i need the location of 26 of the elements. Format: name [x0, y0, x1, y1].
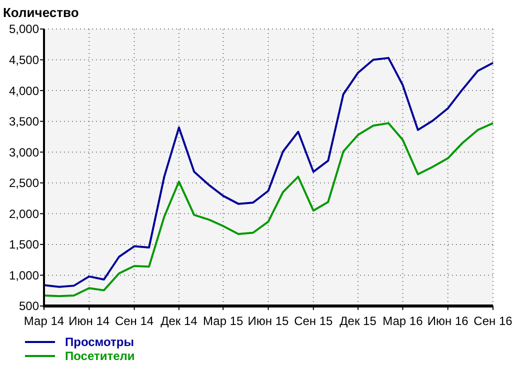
x-tick-label: Сен 16 [474, 314, 513, 328]
x-tick-label: Июн 16 [427, 314, 469, 328]
y-tick-label: 1,500 [8, 238, 40, 252]
line-series [43, 122, 494, 298]
y-tick-label: 4,000 [8, 84, 40, 98]
x-tick-label: Сен 15 [294, 314, 334, 328]
x-tick-label: Дек 14 [160, 314, 198, 328]
x-tick-label: Сен 14 [114, 314, 154, 328]
y-tick-label: 4,500 [8, 52, 40, 67]
legend-label: Просмотры [65, 335, 134, 350]
x-tick-label: Июн 15 [248, 314, 290, 328]
x-tick-label: Мар 14 [24, 314, 64, 328]
y-tick-label: 3,000 [8, 145, 40, 160]
x-tick-label: Мар 16 [382, 314, 424, 328]
y-tick-label: 5,000 [8, 22, 40, 36]
y-tick-label: 2,500 [8, 176, 40, 190]
chart-title: Количество [3, 5, 79, 20]
y-tick-label: 500 [18, 299, 40, 314]
line-series [43, 56, 494, 288]
legend-label: Посетители [65, 349, 135, 364]
x-tick-label: Мар 15 [203, 314, 244, 328]
x-tick-label: Июн 14 [68, 314, 110, 328]
y-tick-label: 1,000 [8, 268, 40, 282]
y-tick-label: 2,000 [8, 206, 40, 221]
y-tick-label: 3,500 [8, 114, 40, 129]
x-tick-label: Дек 15 [340, 314, 377, 328]
